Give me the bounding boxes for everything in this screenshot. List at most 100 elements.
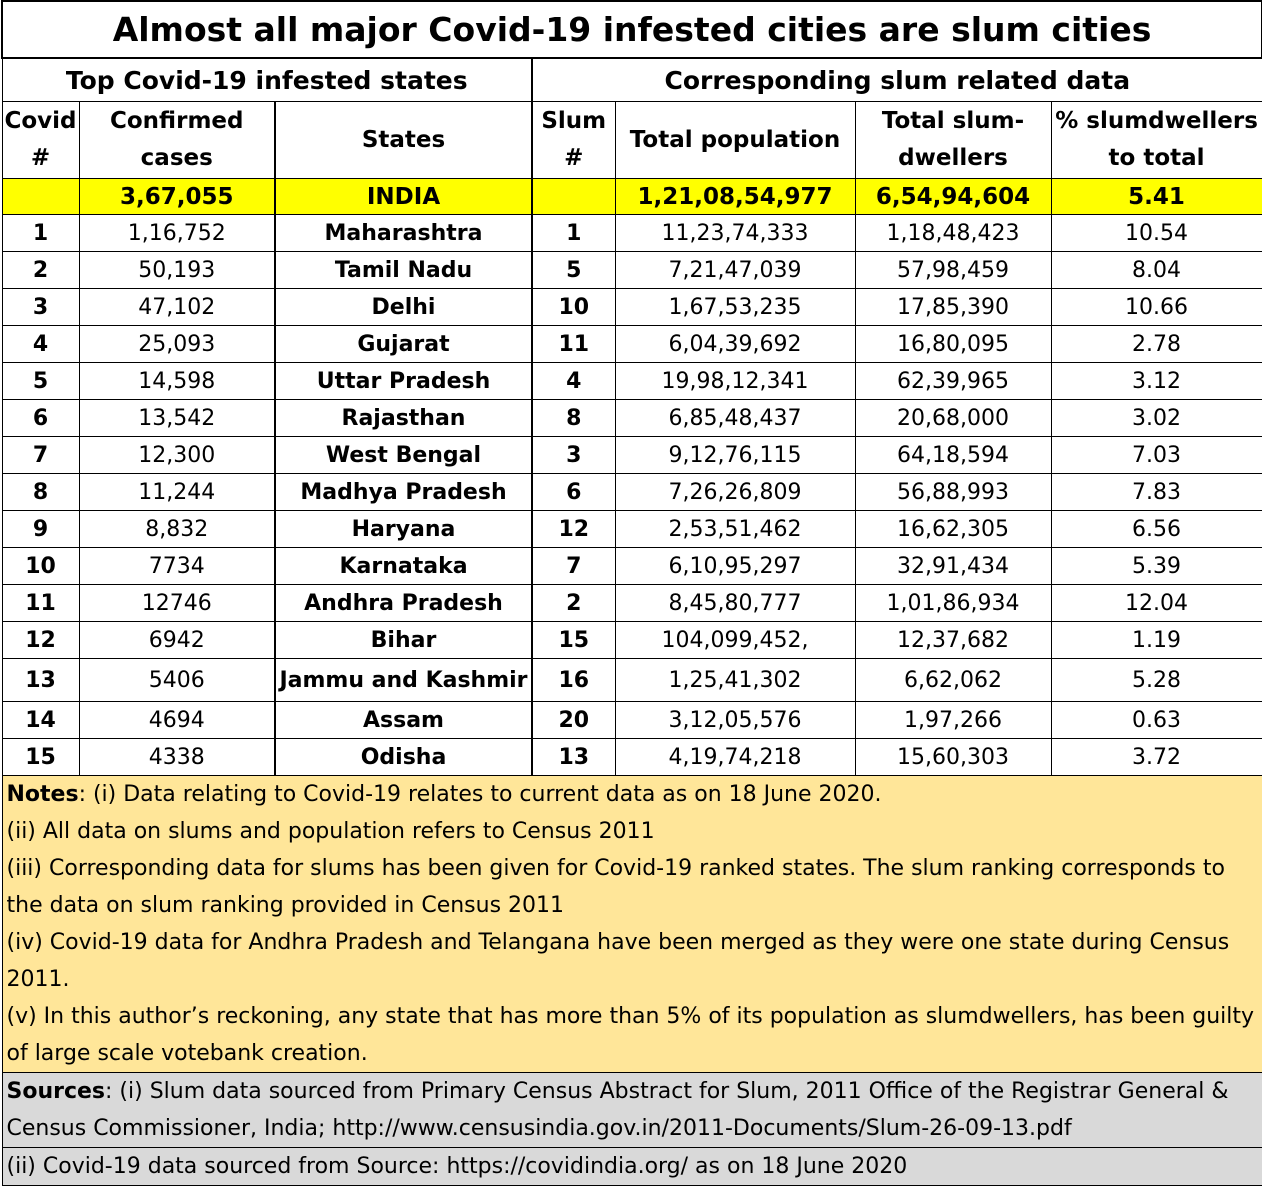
cell-total-population: 11,23,74,333	[614, 214, 856, 252]
cell-percent-slumdwellers: 10.66	[1050, 288, 1262, 326]
header-total-slumdwellers: Total slum-dwellers	[854, 101, 1052, 179]
cell-percent-slumdwellers: 6.56	[1050, 510, 1262, 548]
cell-slum-rank: 16	[531, 658, 616, 702]
cell-slum-rank: 7	[531, 547, 616, 585]
cell-total-slumdwellers: 1,18,48,423	[854, 214, 1052, 252]
header-confirmed-cases: Confirmed cases	[78, 101, 276, 179]
cell-state: West Bengal	[274, 436, 533, 474]
cell-confirmed-cases: 1,16,752	[78, 214, 276, 252]
cell-covid-rank: 3	[1, 288, 80, 326]
cell-confirmed-cases: 50,193	[78, 251, 276, 289]
cell-percent-slumdwellers: 8.04	[1050, 251, 1262, 289]
cell-total-population: 6,85,48,437	[614, 399, 856, 437]
cell-slum-rank: 6	[531, 473, 616, 511]
cell-percent-slumdwellers: 5.39	[1050, 547, 1262, 585]
cell-state: Delhi	[274, 288, 533, 326]
cell-total-population: 6,04,39,692	[614, 325, 856, 363]
cell-slum-rank: 12	[531, 510, 616, 548]
india-percent: 5.41	[1050, 178, 1262, 215]
cell-total-population: 2,53,51,462	[614, 510, 856, 548]
cell-slum-rank: 5	[531, 251, 616, 289]
cell-confirmed-cases: 5406	[78, 658, 276, 702]
cell-state: Karnataka	[274, 547, 533, 585]
cell-covid-rank: 8	[1, 473, 80, 511]
cell-total-slumdwellers: 57,98,459	[854, 251, 1052, 289]
page-title: Almost all major Covid-19 infested citie…	[0, 0, 1262, 59]
cell-confirmed-cases: 14,598	[78, 362, 276, 400]
cell-covid-rank: 10	[1, 547, 80, 585]
table-row: 7 12,300 West Bengal 3 9,12,76,115 64,18,594 7…	[1, 436, 1262, 474]
cell-confirmed-cases: 25,093	[78, 325, 276, 363]
cell-total-population: 9,12,76,115	[614, 436, 856, 474]
cell-confirmed-cases: 6942	[78, 621, 276, 659]
table-row: 10 7734 Karnataka 7 6,10,95,297 32,91,434 5.39	[1, 547, 1262, 585]
header-covid-rank: Covid #	[1, 101, 80, 179]
india-state: INDIA	[274, 178, 533, 215]
cell-confirmed-cases: 7734	[78, 547, 276, 585]
cell-confirmed-cases: 12746	[78, 584, 276, 622]
cell-state: Gujarat	[274, 325, 533, 363]
table-row: 15 4338 Odisha 13 4,19,74,218 15,60,303 3.72	[1, 738, 1262, 776]
sources-row-2: (ii) Covid-19 data sourced from Source: …	[1, 1147, 1262, 1186]
cell-total-population: 8,45,80,777	[614, 584, 856, 622]
cell-total-slumdwellers: 6,62,062	[854, 658, 1052, 702]
cell-state: Jammu and Kashmir	[274, 658, 533, 702]
table-row: 14 4694 Assam 20 3,12,05,576 1,97,266 0.63	[1, 701, 1262, 739]
india-confirmed: 3,67,055	[78, 178, 276, 215]
cell-slum-rank: 15	[531, 621, 616, 659]
cell-percent-slumdwellers: 3.72	[1050, 738, 1262, 776]
cell-state: Assam	[274, 701, 533, 739]
cell-covid-rank: 15	[1, 738, 80, 776]
cell-covid-rank: 11	[1, 584, 80, 622]
cell-slum-rank: 1	[531, 214, 616, 252]
cell-covid-rank: 1	[1, 214, 80, 252]
cell-state: Odisha	[274, 738, 533, 776]
sources-row-1: Sources: (i) Slum data sourced from Prim…	[1, 1072, 1262, 1148]
india-slumdwellers: 6,54,94,604	[854, 178, 1052, 215]
cell-covid-rank: 2	[1, 251, 80, 289]
cell-covid-rank: 4	[1, 325, 80, 363]
cell-state: Tamil Nadu	[274, 251, 533, 289]
cell-confirmed-cases: 11,244	[78, 473, 276, 511]
cell-state: Bihar	[274, 621, 533, 659]
cell-percent-slumdwellers: 3.12	[1050, 362, 1262, 400]
cell-covid-rank: 9	[1, 510, 80, 548]
cell-covid-rank: 14	[1, 701, 80, 739]
table-row: 5 14,598 Uttar Pradesh 4 19,98,12,341 62,39,9…	[1, 362, 1262, 400]
cell-total-slumdwellers: 62,39,965	[854, 362, 1052, 400]
cell-slum-rank: 8	[531, 399, 616, 437]
sources-cell-2: (ii) Covid-19 data sourced from Source: …	[1, 1147, 1262, 1186]
india-total-row: 3,67,055 INDIA 1,21,08,54,977 6,54,94,60…	[1, 178, 1262, 215]
cell-state: Haryana	[274, 510, 533, 548]
notes-line-3: (iii) Corresponding data for slums has b…	[6, 856, 1225, 918]
cell-slum-rank: 2	[531, 584, 616, 622]
table-row: 2 50,193 Tamil Nadu 5 7,21,47,039 57,98,459 8.…	[1, 251, 1262, 289]
header-states: States	[274, 101, 533, 179]
cell-total-slumdwellers: 1,01,86,934	[854, 584, 1052, 622]
cell-total-population: 1,25,41,302	[614, 658, 856, 702]
cell-slum-rank: 20	[531, 701, 616, 739]
cell-percent-slumdwellers: 7.83	[1050, 473, 1262, 511]
sources-cell-1: Sources: (i) Slum data sourced from Prim…	[1, 1072, 1262, 1148]
cell-slum-rank: 13	[531, 738, 616, 776]
sources-text-1: : (i) Slum data sourced from Primary Cen…	[6, 1079, 1229, 1141]
table-row: 9 8,832 Haryana 12 2,53,51,462 16,62,305 6.56	[1, 510, 1262, 548]
cell-total-population: 3,12,05,576	[614, 701, 856, 739]
cell-covid-rank: 12	[1, 621, 80, 659]
cell-percent-slumdwellers: 0.63	[1050, 701, 1262, 739]
cell-confirmed-cases: 13,542	[78, 399, 276, 437]
notes-line-5: (v) In this author’s reckoning, any stat…	[6, 1004, 1255, 1066]
cell-state: Andhra Pradesh	[274, 584, 533, 622]
cell-total-population: 7,21,47,039	[614, 251, 856, 289]
cell-total-population: 6,10,95,297	[614, 547, 856, 585]
cell-confirmed-cases: 4338	[78, 738, 276, 776]
cell-covid-rank: 5	[1, 362, 80, 400]
cell-total-population: 19,98,12,341	[614, 362, 856, 400]
india-covid-rank	[1, 178, 80, 215]
cell-percent-slumdwellers: 10.54	[1050, 214, 1262, 252]
cell-confirmed-cases: 8,832	[78, 510, 276, 548]
cell-total-slumdwellers: 1,97,266	[854, 701, 1052, 739]
cell-total-slumdwellers: 16,80,095	[854, 325, 1052, 363]
